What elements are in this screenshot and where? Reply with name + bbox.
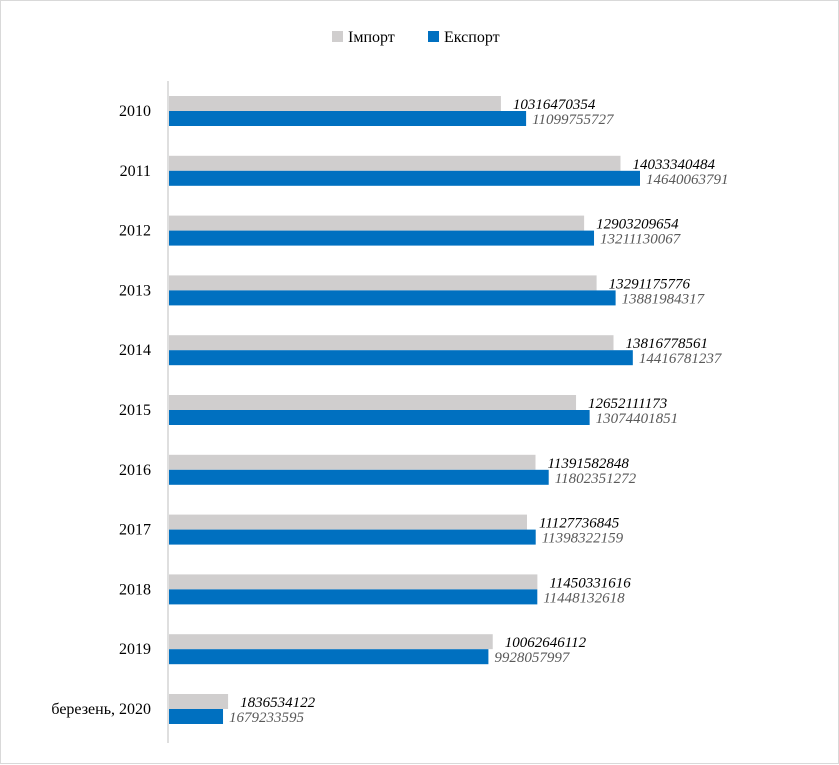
data-label-import: 14033340484 (632, 157, 715, 173)
category-label: 2013 (119, 282, 151, 299)
bar-export (169, 469, 549, 485)
category-label: 2018 (119, 581, 151, 598)
category-label: 2011 (120, 163, 151, 180)
bar-export (169, 290, 616, 306)
legend-import-label: Імпорт (348, 29, 395, 46)
bar-import (169, 514, 528, 530)
bar-import (169, 634, 493, 650)
bar-import (169, 96, 501, 111)
data-label-import: 11450331616 (549, 575, 631, 591)
bar-export (169, 230, 595, 246)
data-label-export: 11099755727 (532, 112, 615, 128)
bar-import (169, 215, 585, 231)
category-label: 2012 (119, 223, 151, 240)
category-label: 2019 (119, 641, 151, 658)
data-label-export: 1679233595 (229, 710, 305, 726)
bar-import (169, 275, 597, 291)
legend-import-swatch (332, 31, 343, 42)
bar-import (169, 335, 614, 351)
legend-export-label: Експорт (444, 29, 500, 46)
bar-import (169, 454, 536, 470)
bar-export (169, 170, 640, 186)
bar-import (169, 395, 577, 410)
data-label-export: 13074401851 (596, 411, 679, 427)
category-label: 2014 (119, 342, 151, 359)
data-label-import: 10316470354 (513, 97, 596, 113)
data-label-export: 9928057997 (494, 650, 571, 666)
category-label: березень, 2020 (51, 701, 151, 718)
bar-export (169, 649, 489, 665)
category-label: 2016 (119, 462, 151, 479)
data-label-import: 12652111173 (588, 396, 667, 412)
bar-export (169, 410, 590, 425)
bar-export (169, 709, 224, 724)
data-label-import: 13291175776 (609, 276, 691, 292)
bar-export (169, 350, 633, 366)
data-label-export: 13211130067 (600, 232, 682, 248)
data-label-export: 14640063791 (646, 172, 729, 188)
data-label-export: 13881984317 (622, 291, 706, 307)
bar-export (169, 111, 527, 126)
data-label-export: 11802351272 (555, 471, 637, 487)
bar-export (169, 589, 538, 605)
data-label-import: 1836534122 (240, 695, 316, 711)
data-label-export: 11448132618 (543, 590, 625, 606)
data-label-import: 11391582848 (547, 456, 629, 472)
data-label-import: 12903209654 (596, 217, 679, 233)
category-label: 2017 (119, 522, 151, 539)
bar-import (169, 574, 538, 590)
data-label-import: 10062646112 (505, 635, 587, 651)
data-label-import: 11127736845 (539, 516, 620, 532)
bar-export (169, 529, 536, 545)
data-label-import: 13816778561 (626, 336, 709, 352)
data-label-export: 14416781237 (639, 351, 723, 367)
category-label: 2010 (119, 103, 151, 120)
legend-export-swatch (428, 31, 439, 42)
data-label-export: 11398322159 (542, 531, 624, 547)
category-label: 2015 (119, 402, 151, 419)
bar-import (169, 155, 621, 171)
bar-import (169, 694, 229, 709)
